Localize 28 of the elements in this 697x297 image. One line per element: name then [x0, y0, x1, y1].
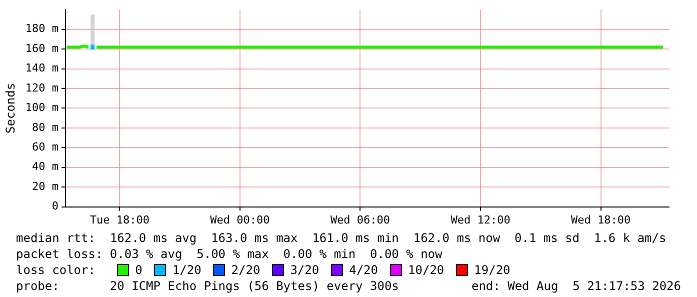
y-tick-label: 140 m — [25, 62, 59, 75]
y-tick-label: 120 m — [25, 81, 59, 94]
y-tick-label: 60 m — [32, 140, 59, 154]
y-tick-label: 100 m — [25, 101, 59, 114]
legend-label: 19/20 — [474, 262, 510, 278]
x-tick-label: Wed 18:00 — [571, 213, 631, 226]
legend-label: 4/20 — [349, 262, 378, 278]
text: probe: 20 ICMP Echo Pings (56 Bytes) every 300s — [16, 278, 399, 294]
legend-label: 0 — [135, 262, 142, 278]
text: end: Wed Aug 5 21:17:53 2026 — [471, 278, 681, 294]
x-tick-label: Wed 12:00 — [450, 213, 510, 226]
text: packet loss: 0.03 % avg 5.00 % max 0.00 % min 0.00 % now — [16, 246, 444, 262]
y-axis-title: Seconds — [3, 82, 18, 134]
y-tick-label: 160 m — [25, 42, 59, 55]
legend-label: 10/20 — [408, 262, 444, 278]
x-tick-label: Tue 18:00 — [90, 213, 150, 226]
y-tick-label: 40 m — [32, 160, 59, 174]
legend-label: 3/20 — [290, 262, 320, 278]
legend-title: loss color: — [16, 262, 96, 278]
legend-label: 1/20 — [172, 262, 202, 278]
y-tick-label: 180 m — [25, 22, 59, 36]
text: median rtt: 162.0 ms avg 163.0 ms max 161.0 ms min 162.0 ms now 0.1 ms sd 1.6 k am/s — [16, 230, 668, 246]
legend-label: 2/20 — [231, 262, 260, 278]
x-tick-label: Wed 00:00 — [210, 213, 270, 226]
x-tick-label: Wed 06:00 — [330, 213, 390, 226]
y-tick-label: 80 m — [32, 120, 59, 134]
y-tick-label: 0 — [52, 200, 59, 213]
y-tick-label: 20 m — [32, 180, 59, 193]
